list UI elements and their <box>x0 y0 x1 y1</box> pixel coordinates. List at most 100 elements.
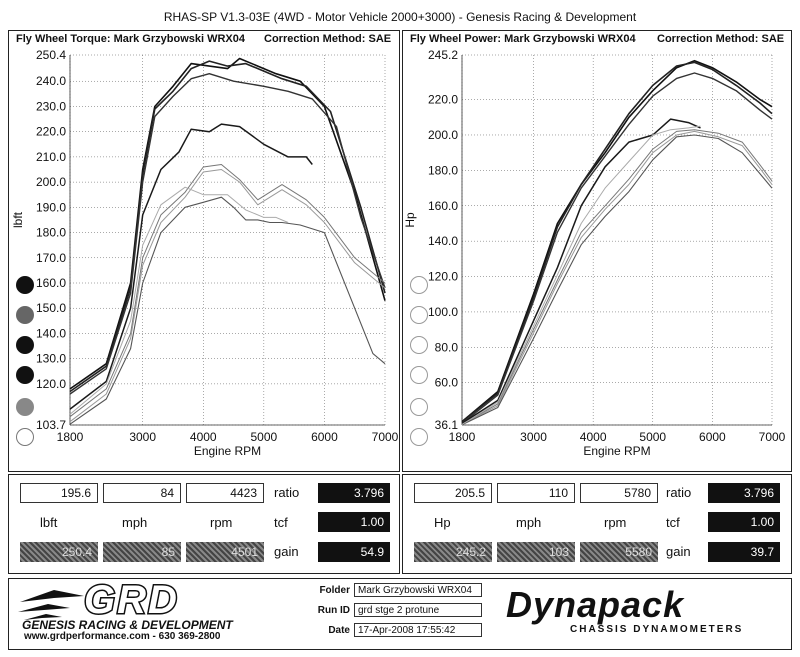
torque-ratio-label: ratio <box>274 485 300 500</box>
torque-unit-label: lbft <box>40 515 58 530</box>
power-y-axis-label: Hp <box>403 212 417 228</box>
torque-gain-value: 54.9 <box>318 542 390 562</box>
power-y-tick-label: 200.0 <box>428 128 458 142</box>
power-y-tick-label: 36.1 <box>435 418 459 432</box>
torque-y-tick-label: 130.0 <box>36 352 66 366</box>
power-y-tick-label: 100.0 <box>428 305 458 319</box>
run-dot-6[interactable] <box>410 428 428 446</box>
run-dot-5[interactable] <box>410 398 428 416</box>
torque-max-value: 250.4 <box>20 542 98 562</box>
torque-x-tick-label: 4000 <box>190 430 217 444</box>
torque-tcf-label: tcf <box>274 515 288 530</box>
power-series-2 <box>461 61 773 423</box>
runid-field: grd stge 2 protune <box>354 603 482 617</box>
power-series-5 <box>461 129 773 425</box>
torque-y-tick-label: 160.0 <box>36 276 66 290</box>
grd-logo-text: GRD <box>83 577 179 624</box>
run-dot-2[interactable] <box>410 306 428 324</box>
power-gain-value: 39.7 <box>708 542 780 562</box>
torque-mph-box: 84 <box>103 483 181 503</box>
power-value-box: 205.5 <box>414 483 492 503</box>
power-x-axis-label: Engine RPM <box>583 444 650 458</box>
torque-series-5 <box>69 164 386 418</box>
torque-max-mph: 85 <box>103 542 181 562</box>
power-y-tick-label: 220.0 <box>428 93 458 107</box>
power-y-tick-label: 140.0 <box>428 234 458 248</box>
power-readout-panel <box>402 474 792 574</box>
torque-gain-label: gain <box>274 544 299 559</box>
torque-y-tick-label: 103.7 <box>36 418 66 432</box>
torque-x-tick-label: 3000 <box>129 430 156 444</box>
power-x-tick-label: 4000 <box>580 430 607 444</box>
torque-y-tick-label: 150.0 <box>36 301 66 315</box>
run-selector-power[interactable] <box>408 276 432 446</box>
run-dot-4[interactable] <box>16 366 34 384</box>
torque-y-tick-label: 170.0 <box>36 251 66 265</box>
power-series-7 <box>461 134 773 426</box>
run-selector[interactable] <box>14 276 38 446</box>
power-y-tick-label: 60.0 <box>435 376 459 390</box>
torque-value-box: 195.6 <box>20 483 98 503</box>
torque-readout-panel <box>8 474 400 574</box>
power-y-tick-label: 245.2 <box>428 48 458 62</box>
dyno-charts: 250.4 240.0 230.0 220.0 210.0 200.0 190.0 180.0… <box>11 48 786 458</box>
torque-mph-label: mph <box>122 515 148 530</box>
dynapack-logo-text: Dynapack <box>506 584 685 625</box>
run-dot-1[interactable] <box>410 276 428 294</box>
torque-rpm-box: 4423 <box>186 483 264 503</box>
footer-panel <box>8 578 792 650</box>
torque-y-tick-label: 120.0 <box>36 377 66 391</box>
power-series-4 <box>461 118 701 425</box>
run-dot-1[interactable] <box>16 276 34 294</box>
grd-company-name: GENESIS RACING & DEVELOPMENT <box>22 618 233 632</box>
torque-x-tick-label: 5000 <box>250 430 277 444</box>
folder-label: Folder <box>319 585 350 596</box>
power-panel <box>402 30 792 472</box>
date-field: 17-Apr-2008 17:55:42 <box>354 623 482 637</box>
torque-x-tick-label: 7000 <box>372 430 399 444</box>
torque-correction-method: Correction Method: SAE <box>264 33 392 45</box>
run-dot-4[interactable] <box>410 366 428 384</box>
torque-series-6 <box>69 169 386 423</box>
power-y-tick-label: 120.0 <box>428 270 458 284</box>
power-ratio-value: 3.796 <box>708 483 780 503</box>
torque-series-8 <box>69 186 289 415</box>
date-label: Date <box>328 625 350 636</box>
power-tcf-value: 1.00 <box>708 512 780 532</box>
torque-y-tick-label: 250.4 <box>36 48 66 62</box>
power-series-3 <box>461 72 773 424</box>
torque-tcf-value: 1.00 <box>318 512 390 532</box>
power-chart-title: Fly Wheel Power: Mark Grzybowski WRX04 <box>410 33 636 45</box>
torque-x-tick-label: 6000 <box>311 430 338 444</box>
power-unit-label: Hp <box>434 515 451 530</box>
power-max-value: 245.2 <box>414 542 492 562</box>
run-dot-2[interactable] <box>16 306 34 324</box>
power-y-tick-label: 160.0 <box>428 199 458 213</box>
torque-y-tick-label: 180.0 <box>36 226 66 240</box>
power-x-tick-label: 5000 <box>639 430 666 444</box>
torque-y-tick-label: 210.0 <box>36 150 66 164</box>
torque-series-2 <box>69 60 386 393</box>
power-tcf-label: tcf <box>666 515 680 530</box>
power-rpm-label: rpm <box>604 515 627 530</box>
torque-y-tick-label: 220.0 <box>36 125 66 139</box>
torque-panel <box>8 30 400 472</box>
runid-label: Run ID <box>317 605 350 616</box>
run-dot-3[interactable] <box>16 336 34 354</box>
power-y-tick-label: 180.0 <box>428 163 458 177</box>
power-mph-box: 110 <box>497 483 575 503</box>
power-series-8 <box>461 125 701 425</box>
run-dot-3[interactable] <box>410 336 428 354</box>
dynapack-subtitle: CHASSIS DYNAMOMETERS <box>570 624 744 635</box>
torque-y-tick-label: 200.0 <box>36 175 66 189</box>
dynapack-logo: Dynapack CHASSIS DYNAMOMETERS <box>500 584 780 642</box>
power-rpm-box: 5780 <box>580 483 658 503</box>
run-dot-5[interactable] <box>16 398 34 416</box>
power-max-rpm: 5580 <box>580 542 658 562</box>
power-series-1 <box>461 59 773 423</box>
torque-series-4 <box>69 123 313 410</box>
torque-x-tick-label: 1800 <box>57 430 84 444</box>
power-x-tick-label: 3000 <box>520 430 547 444</box>
power-max-mph: 103 <box>497 542 575 562</box>
run-dot-6[interactable] <box>16 428 34 446</box>
